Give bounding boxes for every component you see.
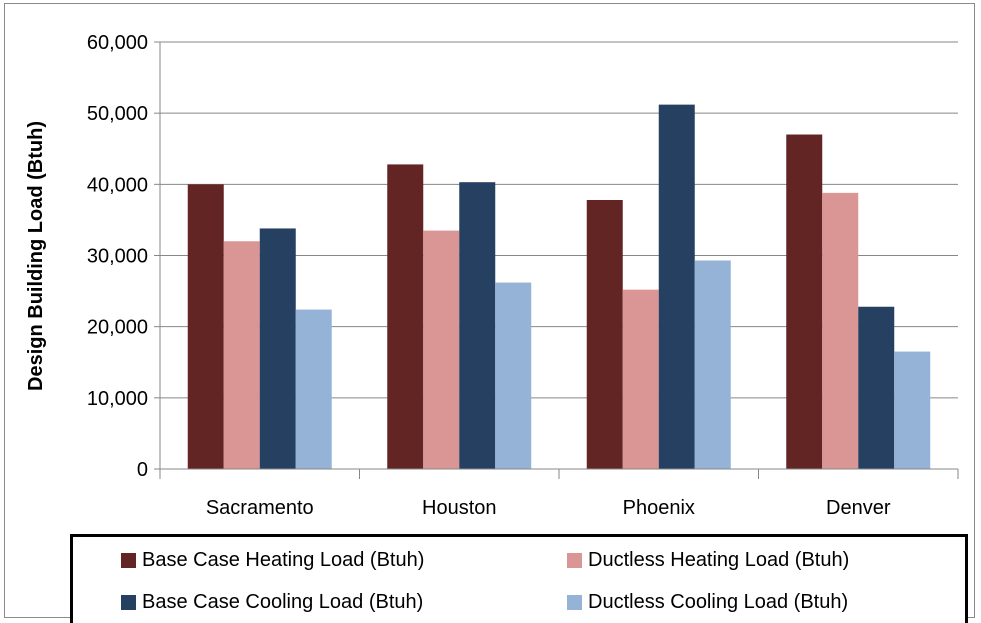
legend-label: Ductless Cooling Load (Btuh) xyxy=(588,590,849,613)
legend-swatch xyxy=(121,594,136,610)
legend-item: Base Case Cooling Load (Btuh) xyxy=(121,587,423,617)
bar-denver-4 xyxy=(894,351,931,469)
bar-sacramento-3 xyxy=(259,228,296,469)
x-tick-label: Denver xyxy=(826,497,891,519)
y-tick-label: 0 xyxy=(137,459,148,481)
legend-item: Base Case Heating Load (Btuh) xyxy=(121,545,424,575)
bar-sacramento-2 xyxy=(223,241,260,469)
bar-houston-1 xyxy=(387,164,424,469)
bar-phoenix-2 xyxy=(622,289,659,469)
legend-swatch xyxy=(121,552,136,568)
legend-label: Base Case Heating Load (Btuh) xyxy=(142,548,425,571)
bar-houston-4 xyxy=(495,282,532,469)
legend-label: Base Case Cooling Load (Btuh) xyxy=(142,590,424,613)
legend: Base Case Heating Load (Btuh) Ductless He… xyxy=(70,534,968,623)
y-tick-label: 30,000 xyxy=(87,246,148,268)
legend-swatch xyxy=(567,552,582,568)
legend-item: Ductless Heating Load (Btuh) xyxy=(567,545,849,575)
bar-phoenix-3 xyxy=(658,104,695,470)
bar-sacramento-4 xyxy=(295,309,332,469)
bar-phoenix-4 xyxy=(694,260,731,469)
y-tick-label: 60,000 xyxy=(87,32,148,54)
bar-denver-3 xyxy=(858,306,895,469)
axes: 0 10,000 20,000 30,000 40,000 50,000 60,000 Sac… xyxy=(87,32,959,519)
bar-houston-3 xyxy=(459,182,496,469)
bar-houston-2 xyxy=(423,230,460,469)
bar-denver-2 xyxy=(822,192,859,469)
y-axis-label: Design Building Load (Btuh) xyxy=(25,121,47,391)
x-tick-label: Houston xyxy=(422,497,497,519)
y-tick-label: 50,000 xyxy=(87,103,148,125)
x-tick-label: Phoenix xyxy=(623,497,695,519)
bar-phoenix-1 xyxy=(586,199,623,470)
bars xyxy=(187,104,931,470)
bar-sacramento-1 xyxy=(187,184,224,470)
bar-chart: 0 10,000 20,000 30,000 40,000 50,000 60,000 Sac… xyxy=(25,32,959,519)
y-tick-label: 20,000 xyxy=(87,317,148,339)
legend-swatch xyxy=(567,594,582,610)
bar-denver-1 xyxy=(786,134,823,469)
legend-label: Ductless Heating Load (Btuh) xyxy=(588,548,850,571)
x-tick-label: Sacramento xyxy=(206,497,314,519)
y-tick-label: 10,000 xyxy=(87,388,148,410)
legend-item: Ductless Cooling Load (Btuh) xyxy=(567,587,848,617)
y-tick-label: 40,000 xyxy=(87,174,148,196)
